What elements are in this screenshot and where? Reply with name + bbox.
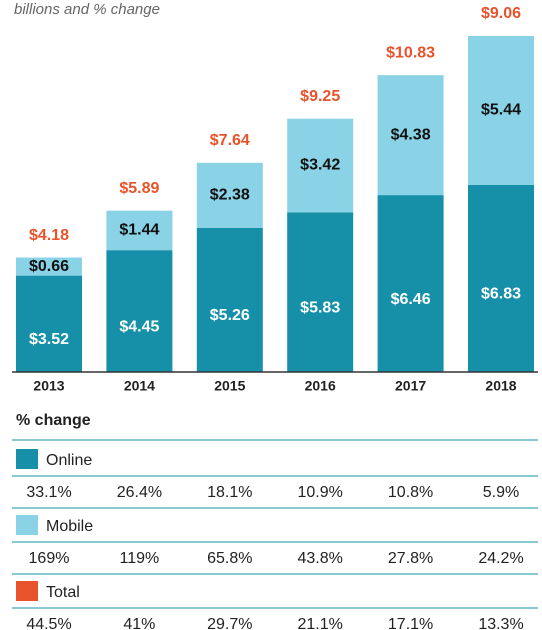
legend-swatch bbox=[16, 449, 38, 469]
bar-segment bbox=[106, 250, 173, 372]
chart-subtitle: billions and % change bbox=[14, 1, 160, 18]
x-tick-label: 2013 bbox=[33, 378, 64, 394]
table-cell: 43.8% bbox=[298, 550, 343, 567]
x-tick-label: 2018 bbox=[485, 378, 516, 394]
bar-segment bbox=[196, 162, 263, 228]
bar-segment bbox=[468, 184, 534, 372]
legend-label: Total bbox=[46, 584, 80, 601]
bar-segment bbox=[16, 275, 82, 372]
legend-swatch bbox=[16, 581, 38, 601]
table-cell: 65.8% bbox=[207, 550, 252, 567]
table-cell: 169% bbox=[29, 550, 70, 567]
table-cell: 21.1% bbox=[298, 616, 343, 630]
x-tick-label: 2016 bbox=[305, 378, 336, 394]
legend-swatch bbox=[16, 515, 38, 535]
data-label: $5.83 bbox=[300, 299, 340, 316]
data-label: $4.38 bbox=[391, 126, 431, 143]
table-cell: 119% bbox=[120, 550, 160, 567]
total-label: $10.83 bbox=[386, 44, 435, 61]
legend-label: Online bbox=[46, 452, 92, 469]
bar-segment bbox=[196, 227, 263, 372]
table-cell: 5.9% bbox=[483, 484, 519, 501]
data-label: $6.83 bbox=[481, 286, 521, 303]
data-label: $5.44 bbox=[481, 102, 521, 119]
data-label: $3.42 bbox=[300, 157, 340, 174]
data-label: $6.46 bbox=[391, 291, 431, 308]
table-cell: 33.1% bbox=[26, 484, 71, 501]
data-label: $2.38 bbox=[210, 187, 250, 204]
table-cell: 13.3% bbox=[478, 616, 523, 630]
data-label: $3.52 bbox=[29, 331, 69, 348]
data-label: $5.26 bbox=[210, 307, 250, 324]
x-tick-label: 2014 bbox=[124, 378, 155, 394]
table-cell: 44.5% bbox=[26, 616, 71, 630]
bar-segment bbox=[16, 257, 82, 276]
table-cell: 10.9% bbox=[298, 484, 343, 501]
table-title: % change bbox=[16, 412, 91, 429]
data-label: $4.45 bbox=[119, 318, 159, 335]
total-label: $9.06 bbox=[481, 5, 521, 22]
total-label: $4.18 bbox=[29, 227, 69, 244]
legend-label: Mobile bbox=[46, 518, 93, 535]
bar-segment bbox=[106, 210, 173, 251]
total-label: $9.25 bbox=[300, 88, 340, 105]
total-label: $7.64 bbox=[210, 132, 250, 149]
table-cell: 10.8% bbox=[388, 484, 433, 501]
table-cell: 29.7% bbox=[207, 616, 252, 630]
bar-segment bbox=[377, 195, 444, 372]
bar-segment bbox=[287, 118, 354, 213]
bar-segment bbox=[468, 36, 534, 185]
bar-segment bbox=[287, 212, 354, 372]
table-cell: 41% bbox=[123, 616, 155, 630]
data-label: $1.44 bbox=[119, 222, 159, 239]
table-cell: 26.4% bbox=[117, 484, 162, 501]
table-cell: 27.8% bbox=[388, 550, 433, 567]
table-cell: 17.1% bbox=[388, 616, 433, 630]
table-cell: 18.1% bbox=[207, 484, 252, 501]
table-cell: 24.2% bbox=[478, 550, 523, 567]
bar-segment bbox=[377, 75, 444, 196]
total-label: $5.89 bbox=[119, 180, 159, 197]
data-label: $0.66 bbox=[29, 258, 69, 275]
x-tick-label: 2017 bbox=[395, 378, 426, 394]
x-tick-label: 2015 bbox=[214, 378, 245, 394]
